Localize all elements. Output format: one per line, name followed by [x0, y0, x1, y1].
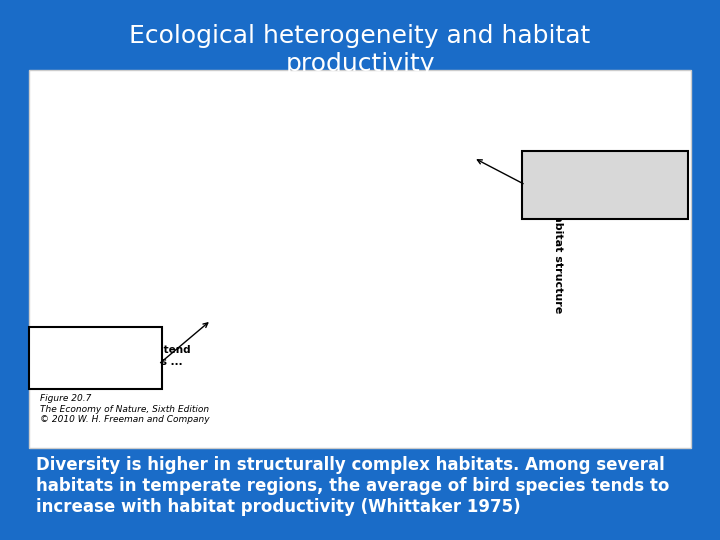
Text: Complex: Complex: [516, 95, 569, 105]
Text: Grassland: Grassland: [217, 307, 283, 320]
Point: [260, 198, 271, 206]
Text: ... than more complex
habit with similar
productivity levels.: ... than more complex habit with similar…: [531, 158, 668, 191]
X-axis label: Primary productivity (g per m² per yr): Primary productivity (g per m² per yr): [184, 414, 450, 427]
Text: Shrubland: Shrubland: [267, 186, 336, 199]
Text: Habitats with simple
vegetation structure tend
to have fewer species ...: Habitats with simple vegetation structur…: [38, 334, 191, 367]
Text: Forest: Forest: [220, 117, 262, 130]
Text: Habitat structure: Habitat structure: [553, 205, 563, 313]
Text: Diversity is higher in structurally complex habitats. Among several
habitats in : Diversity is higher in structurally comp…: [36, 456, 670, 516]
Text: Simple: Simple: [516, 376, 557, 386]
Point: [209, 231, 220, 239]
Text: Marsh: Marsh: [448, 299, 489, 312]
Point: [209, 319, 220, 327]
Y-axis label: Number of bird species: Number of bird species: [87, 159, 100, 322]
Point: [209, 131, 220, 140]
Text: Ecological heterogeneity and habitat
productivity: Ecological heterogeneity and habitat pro…: [130, 24, 590, 76]
Text: Figure 20.7
The Economy of Nature, Sixth Edition
© 2010 W. H. Freeman and Compan: Figure 20.7 The Economy of Nature, Sixth…: [40, 394, 210, 424]
Point: [464, 120, 476, 129]
Point: [464, 319, 476, 327]
Text: Desert: Desert: [217, 219, 261, 232]
